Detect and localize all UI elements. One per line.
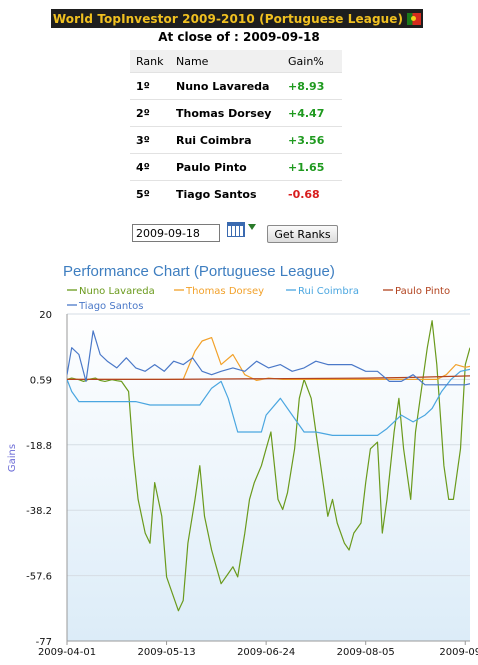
legend-item: Thomas Dorsey	[185, 286, 264, 297]
x-tick-label: 2009-06-24	[237, 647, 295, 658]
legend-item: Nuno Lavareda	[79, 286, 155, 297]
performance-chart-svg: Performance Chart (Portuguese League) Nun…	[7, 263, 478, 658]
y-tick-label: -18.8	[26, 441, 52, 452]
legend-item: Paulo Pinto	[395, 286, 450, 297]
y-axis-label: Gains	[7, 444, 18, 472]
table-row: 1º Nuno Lavareda +8.93	[130, 72, 342, 100]
chart-title: Performance Chart (Portuguese League)	[63, 263, 335, 280]
rank-cell: 4º	[130, 153, 170, 181]
portugal-flag-icon	[407, 12, 422, 25]
rank-cell: 5º	[130, 180, 170, 207]
plot-background	[67, 314, 470, 641]
ranking-table: Rank Name Gain% 1º Nuno Lavareda +8.93 2…	[130, 50, 342, 207]
table-row: 5º Tiago Santos -0.68	[130, 180, 342, 207]
name-cell: Nuno Lavareda	[170, 72, 282, 100]
calendar-icon[interactable]	[227, 222, 245, 237]
series-line	[67, 320, 470, 612]
series-line	[67, 330, 470, 386]
y-tick-label: 20	[39, 310, 52, 321]
legend-item: Rui Coimbra	[298, 286, 359, 297]
calendar-dropdown-arrow-icon[interactable]	[248, 224, 256, 230]
name-cell: Thomas Dorsey	[170, 99, 282, 127]
series-line	[67, 375, 470, 381]
league-title: World TopInvestor 2009-2010 (Portuguese …	[52, 11, 404, 26]
gain-cell: +3.56	[282, 126, 342, 154]
rank-cell: 1º	[130, 72, 170, 100]
table-row: 4º Paulo Pinto +1.65	[130, 153, 342, 181]
x-tick-label: 2009-04-01	[38, 647, 96, 658]
x-tick-label: 2009-08-05	[337, 647, 395, 658]
ranking-header-row: Rank Name Gain%	[130, 50, 342, 73]
date-input[interactable]	[132, 224, 220, 242]
legend-item: Tiago Santos	[78, 301, 143, 312]
name-cell: Rui Coimbra	[170, 126, 282, 154]
y-tick-label: 0.59	[30, 375, 52, 386]
column-gain: Gain%	[282, 50, 342, 73]
y-tick-label: -77	[36, 637, 52, 648]
table-row: 3º Rui Coimbra +3.56	[130, 126, 342, 154]
column-name: Name	[170, 50, 282, 73]
rank-cell: 3º	[130, 126, 170, 154]
league-header: World TopInvestor 2009-2010 (Portuguese …	[51, 9, 423, 28]
column-rank: Rank	[130, 50, 170, 73]
name-cell: Tiago Santos	[170, 180, 282, 207]
gain-cell: +4.47	[282, 99, 342, 127]
name-cell: Paulo Pinto	[170, 153, 282, 181]
rank-cell: 2º	[130, 99, 170, 127]
gain-cell: +1.65	[282, 153, 342, 181]
close-date-label: At close of : 2009-09-18	[158, 30, 320, 44]
y-tick-label: -57.6	[26, 572, 52, 583]
gain-cell: +8.93	[282, 72, 342, 100]
gain-cell: -0.68	[282, 180, 342, 207]
performance-chart: Performance Chart (Portuguese League) Nun…	[0, 258, 478, 665]
series-line	[67, 368, 470, 436]
table-row: 2º Thomas Dorsey +4.47	[130, 99, 342, 127]
x-tick-label: 2009-05-13	[138, 647, 196, 658]
x-tick-label: 2009-09-1	[439, 647, 478, 658]
get-ranks-button[interactable]: Get Ranks	[267, 225, 338, 243]
y-tick-label: -38.2	[26, 506, 52, 517]
